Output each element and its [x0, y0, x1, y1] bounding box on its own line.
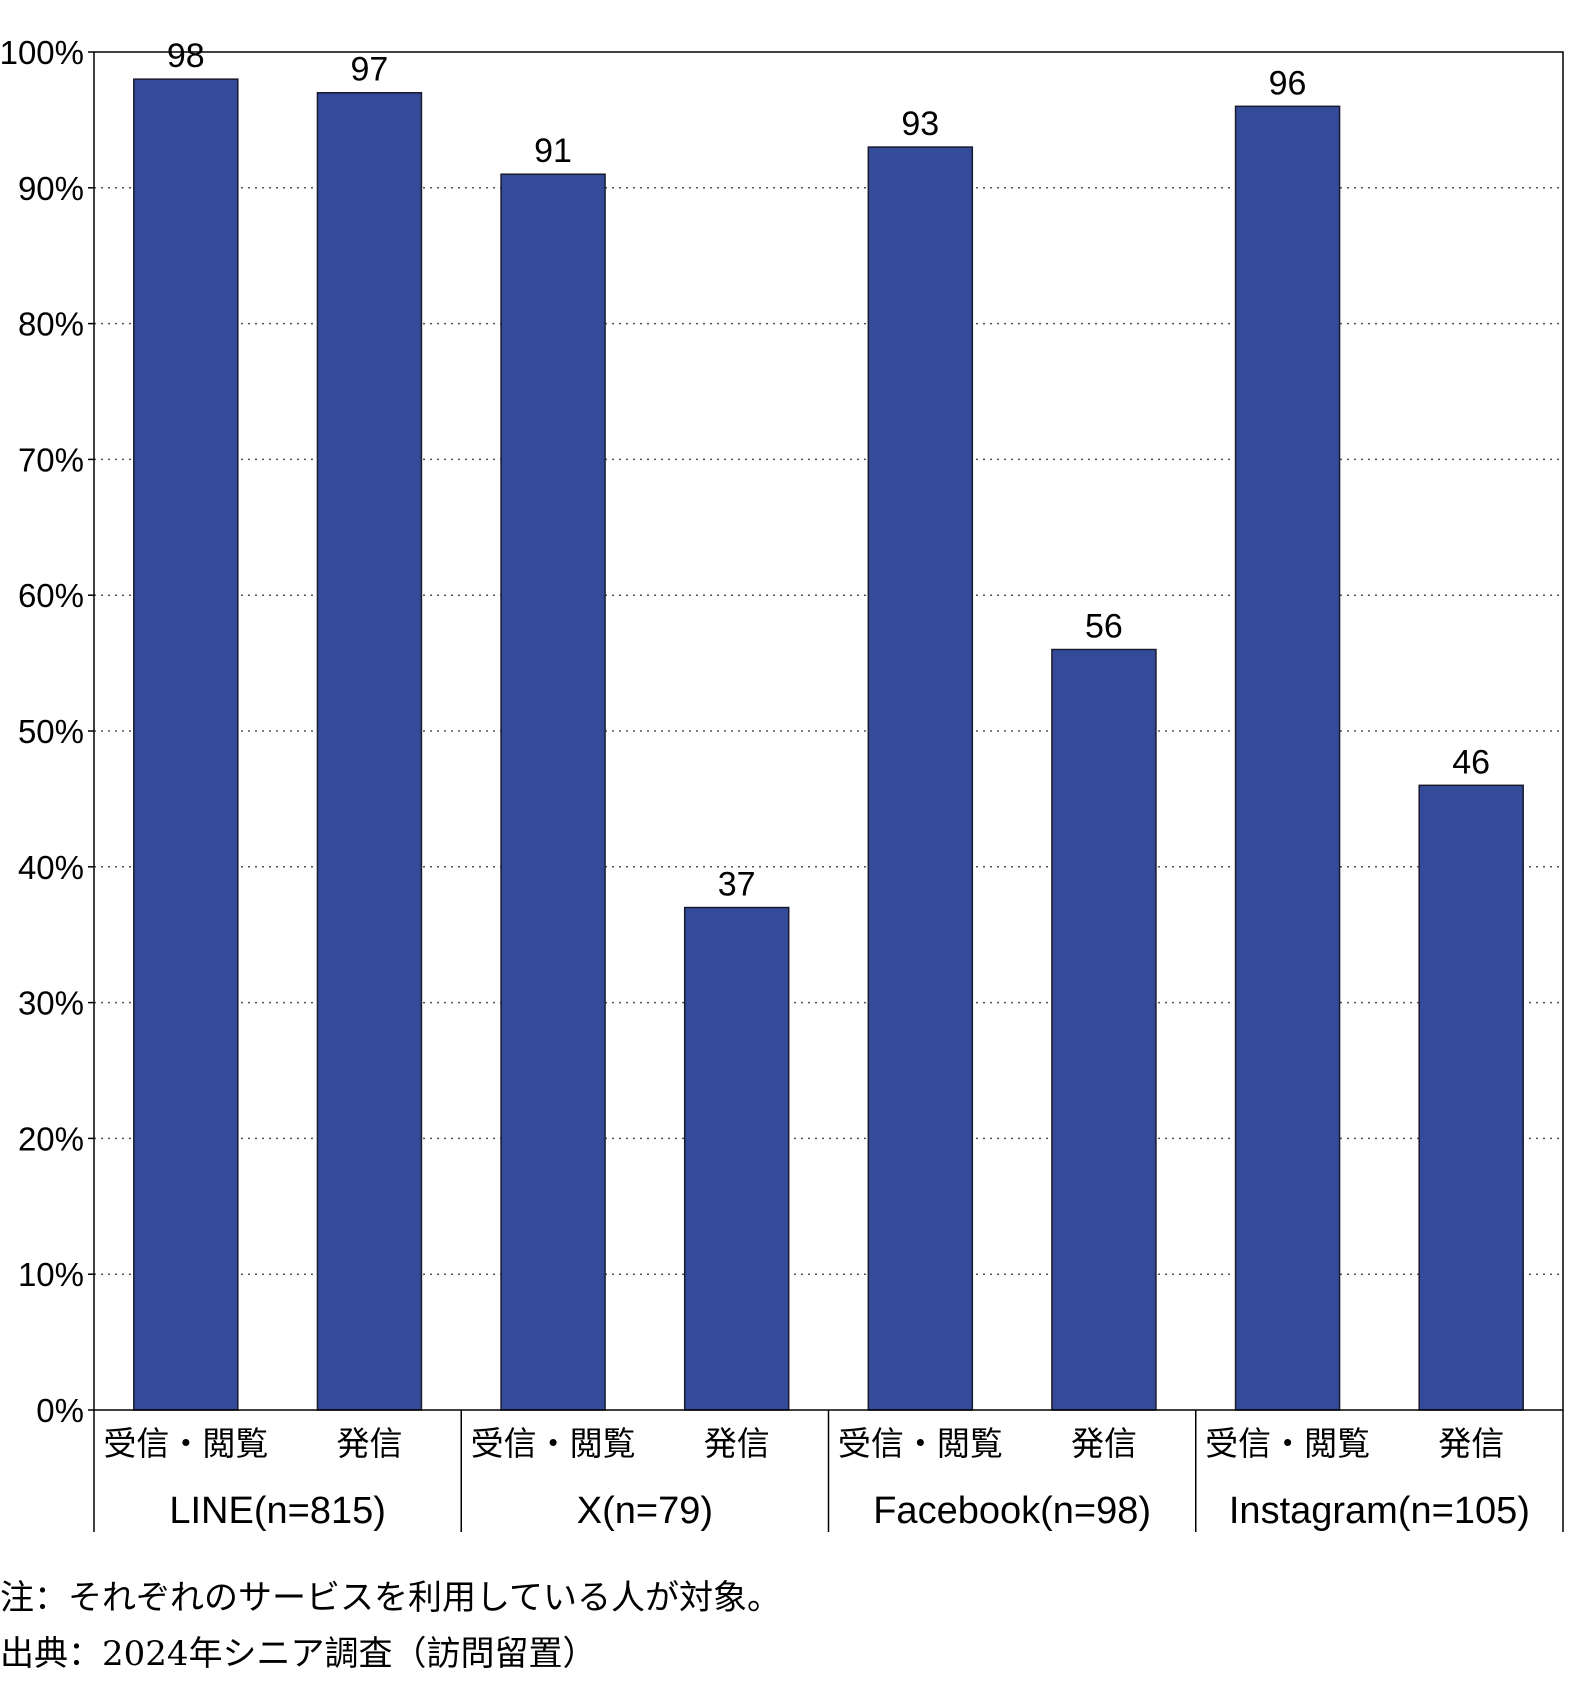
- bar-chart: 0% 10% 20% 30% 40% 50% 60% 70% 80% 90% 100% 98 受信・閲覧…: [0, 34, 1564, 1532]
- data-label: 91: [534, 132, 572, 170]
- data-label: 96: [1269, 64, 1307, 102]
- bar-category-label: 受信・閲覧: [1205, 1424, 1370, 1463]
- plot-frame: [93, 51, 1564, 1411]
- group-label: X(n=79): [577, 1490, 713, 1532]
- bar: [500, 173, 606, 1411]
- bar: [1234, 105, 1341, 1411]
- y-tick-label: 50%: [18, 713, 84, 750]
- y-tick-label: 0%: [36, 1392, 84, 1429]
- source-text: 出典：2024年シニア調査（訪問留置）: [0, 1634, 597, 1674]
- data-label: 97: [351, 51, 389, 89]
- bar-category-label: 発信: [1438, 1424, 1504, 1463]
- data-label: 46: [1452, 743, 1490, 781]
- bar-category-label: 発信: [704, 1424, 770, 1463]
- data-label: 37: [718, 866, 756, 904]
- bar: [316, 91, 423, 1411]
- bar-category-label: 受信・閲覧: [103, 1424, 268, 1463]
- note-text: 注：それぞれのサービスを利用している人が対象。: [0, 1578, 781, 1618]
- y-tick-label: 30%: [18, 985, 84, 1022]
- group-label: Instagram(n=105): [1229, 1490, 1530, 1532]
- y-tick-label: 70%: [18, 441, 84, 478]
- bar: [1418, 784, 1524, 1411]
- y-tick-label: 90%: [18, 170, 84, 207]
- bar-category-label: 発信: [336, 1424, 402, 1463]
- bar: [683, 906, 790, 1411]
- y-tick-label: 20%: [18, 1120, 84, 1157]
- y-tick-label: 80%: [18, 306, 84, 343]
- bar: [867, 146, 974, 1411]
- y-tick-label: 60%: [18, 577, 84, 614]
- data-label: 56: [1085, 608, 1123, 646]
- y-tick-label: 40%: [18, 849, 84, 886]
- group-label: Facebook(n=98): [873, 1490, 1151, 1532]
- y-tick-label: 100%: [0, 34, 84, 71]
- data-label: 93: [901, 105, 939, 143]
- bar: [1051, 648, 1157, 1411]
- bar-category-label: 受信・閲覧: [471, 1424, 636, 1463]
- chart-area: 0% 10% 20% 30% 40% 50% 60% 70% 80% 90% 100% 98 受信・閲覧…: [0, 34, 1564, 1532]
- bar-category-label: 発信: [1071, 1424, 1137, 1463]
- y-tick-label: 10%: [18, 1256, 84, 1293]
- chart-notes: 注：それぞれのサービスを利用している人が対象。 出典：2024年シニア調査（訪問…: [0, 1570, 1569, 1682]
- group-label: LINE(n=815): [169, 1490, 386, 1532]
- data-label: 98: [167, 37, 205, 75]
- bar: [133, 78, 239, 1411]
- bar-category-label: 受信・閲覧: [838, 1424, 1003, 1463]
